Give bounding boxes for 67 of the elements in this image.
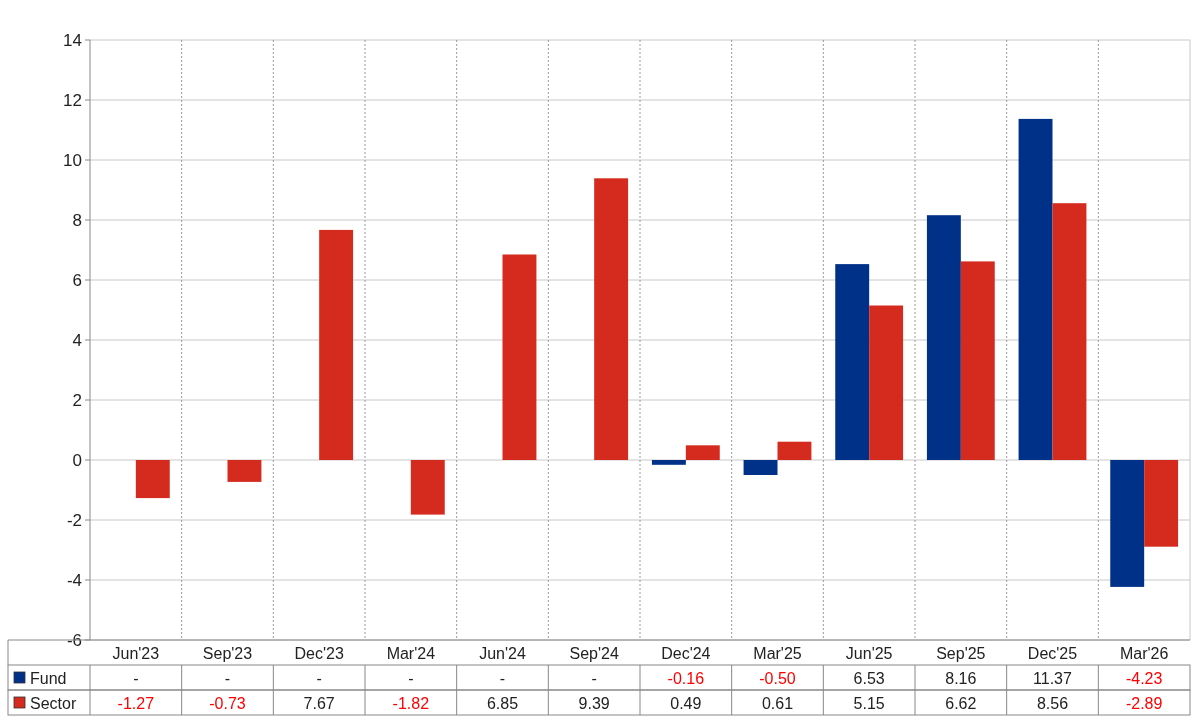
data-label: 8.16 (945, 670, 977, 687)
bar (869, 305, 904, 460)
y-tick-label: 10 (63, 150, 82, 170)
bar (1052, 203, 1087, 460)
y-tick-label: -6 (66, 630, 82, 650)
y-tick-label: 12 (63, 90, 82, 110)
text: - (224, 670, 231, 687)
data-label: 0.61 (761, 695, 794, 712)
bar (685, 445, 720, 460)
text: - (408, 670, 414, 687)
bar (835, 264, 870, 460)
y-tick-label: 6 (72, 270, 82, 290)
y-tick-label: -2 (66, 510, 82, 530)
bar (1110, 460, 1145, 587)
data-label: 7.67 (303, 695, 335, 712)
x-tick-label: Jun'25 (845, 645, 893, 662)
bar (227, 460, 262, 482)
data-label: 8.56 (1036, 695, 1069, 712)
text: - (316, 670, 322, 687)
y-tick-label: -4 (66, 570, 82, 590)
bar (502, 254, 537, 460)
data-label: -2.89 (1125, 695, 1163, 712)
data-label: -0.16 (667, 670, 705, 687)
x-tick-label: Jun'23 (112, 645, 160, 662)
x-tick-label: Sep'23 (202, 645, 253, 662)
x-tick-label: Jun'24 (479, 645, 526, 662)
y-tick-label: 0 (72, 450, 82, 470)
x-tick-label: Dec'23 (294, 645, 344, 662)
x-tick-label: Dec'25 (1027, 645, 1078, 662)
x-tick-label: Sep'24 (569, 645, 619, 662)
bar (594, 178, 629, 460)
x-tick-label: Mar'26 (1119, 645, 1169, 662)
data-label: 6.62 (945, 695, 977, 712)
x-tick-label: Mar'25 (753, 645, 802, 662)
legend-label: Sector (30, 695, 77, 712)
bar (410, 460, 445, 515)
data-label: -1.27 (117, 695, 155, 712)
data-label: 0.49 (670, 695, 702, 712)
data-label: 6.53 (853, 670, 885, 687)
text: - (499, 670, 506, 687)
legend-label: Fund (30, 670, 67, 687)
bar (135, 460, 170, 499)
bar (319, 229, 354, 460)
bar (926, 215, 961, 460)
y-tick-label: 2 (72, 390, 82, 410)
bar (1018, 118, 1053, 460)
bar (777, 441, 812, 460)
y-tick-label: 8 (72, 210, 82, 230)
bar (960, 261, 995, 460)
text: - (591, 670, 597, 687)
y-tick-label: 4 (72, 330, 82, 350)
x-tick-label: Dec'24 (661, 645, 711, 662)
data-label: -4.23 (1125, 670, 1163, 687)
bar (1144, 460, 1179, 547)
data-label: 5.15 (853, 695, 885, 712)
data-label: 9.39 (578, 695, 610, 712)
data-label: 6.85 (486, 695, 519, 712)
bar (743, 460, 778, 475)
x-tick-label: Sep'25 (936, 645, 986, 662)
data-label: 11.37 (1033, 670, 1073, 687)
data-label: -0.50 (759, 670, 796, 687)
bar (651, 460, 686, 465)
data-label: -1.82 (392, 695, 430, 712)
data-label: -0.73 (209, 695, 246, 712)
x-tick-label: Mar'24 (386, 645, 436, 662)
y-tick-label: 14 (63, 30, 82, 50)
text: - (133, 670, 139, 687)
